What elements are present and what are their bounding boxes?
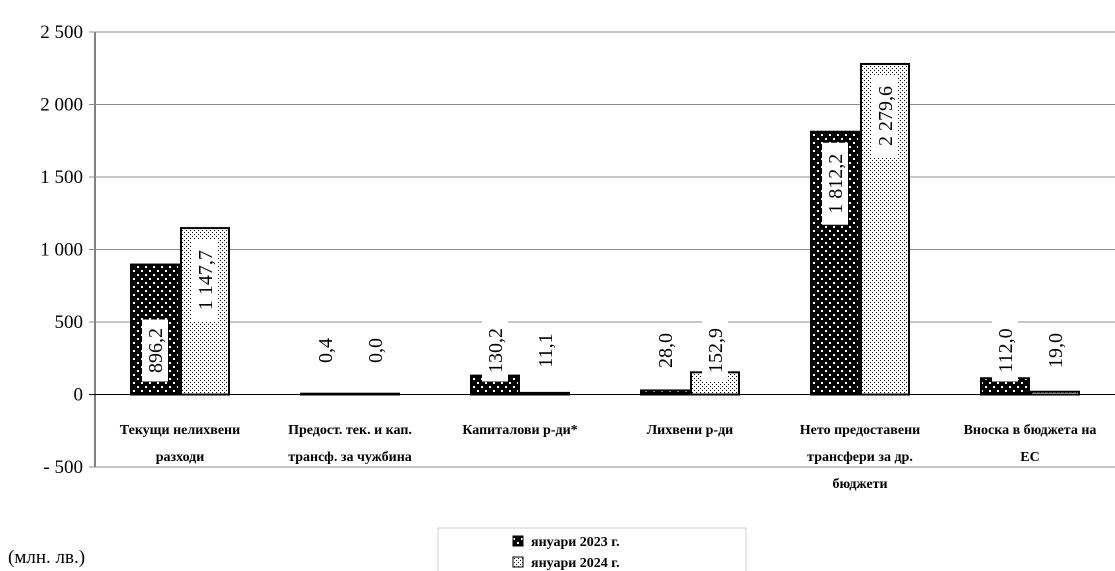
bar-2024 xyxy=(520,391,570,396)
legend-label-2024: януари 2024 г. xyxy=(531,556,620,571)
data-label-group: 11,1 xyxy=(532,324,558,377)
category-label: разходи xyxy=(156,450,205,465)
data-label-bg xyxy=(142,319,168,382)
data-label-group: 19,0 xyxy=(1042,324,1068,377)
bar-2024 xyxy=(1030,390,1080,396)
category-label: Предост. тек. и кап. xyxy=(288,423,412,438)
y-tick-label: 500 xyxy=(55,312,84,333)
data-label-bg xyxy=(652,324,678,377)
data-label-group: 896,2 xyxy=(142,319,168,382)
category-label: Нето предоставени xyxy=(800,423,920,438)
data-label-bg xyxy=(702,319,728,382)
legend: януари 2023 г. януари 2024 г. xyxy=(437,527,747,571)
data-label-bg xyxy=(482,319,508,382)
category-label: Капиталови р-ди* xyxy=(462,423,577,438)
data-label-bg xyxy=(872,74,898,157)
legend-label-2023: януари 2023 г. xyxy=(531,535,620,550)
data-label: 112,0 xyxy=(995,328,1017,372)
bar-2023 xyxy=(300,392,350,396)
category-label: трансфери за др. xyxy=(807,450,913,465)
unit-label: (млн. лв.) xyxy=(8,547,85,568)
data-label-group: 1 147,7 xyxy=(192,239,218,322)
data-label-group: 130,2 xyxy=(482,319,508,382)
y-tick-label: - 500 xyxy=(43,457,83,478)
bar-2023 xyxy=(640,389,690,396)
y-tick-label: 1 000 xyxy=(40,240,83,261)
data-label-group: 28,0 xyxy=(652,324,678,377)
data-label-bg xyxy=(362,329,388,372)
data-label-bg xyxy=(312,329,338,372)
y-tick-label: 0 xyxy=(74,385,84,406)
data-label-bg xyxy=(532,324,558,377)
data-label-group: 0,4 xyxy=(312,329,338,372)
y-tick-label: 2 500 xyxy=(40,22,83,43)
data-label: 2 279,6 xyxy=(875,86,897,146)
legend-box xyxy=(437,527,747,571)
data-label-group: 1 812,2 xyxy=(822,142,848,225)
data-label: 19,0 xyxy=(1045,333,1067,368)
category-label: бюджети xyxy=(832,477,887,492)
data-label-group: 0,0 xyxy=(362,329,388,372)
data-label-bg xyxy=(822,142,848,225)
legend-swatch-2024 xyxy=(512,556,524,568)
data-label: 130,2 xyxy=(485,328,507,373)
category-label: Текущи нелихвени xyxy=(120,423,240,438)
data-label-group: 152,9 xyxy=(702,319,728,382)
y-tick-label: 2 000 xyxy=(40,95,83,116)
bar-2024 xyxy=(350,392,400,396)
category-label: Лихвени р-ди xyxy=(647,423,734,438)
category-label: трансф. за чужбина xyxy=(288,450,412,465)
legend-swatch-2023 xyxy=(512,535,524,547)
data-label: 0,4 xyxy=(315,338,337,363)
data-label: 11,1 xyxy=(535,333,557,367)
data-label: 1 812,2 xyxy=(825,154,847,214)
data-label: 0,0 xyxy=(365,338,387,363)
data-label-bg xyxy=(1042,324,1068,377)
data-label-bg xyxy=(192,239,218,322)
data-label: 152,9 xyxy=(705,328,727,373)
y-tick-label: 1 500 xyxy=(40,167,83,188)
data-label: 28,0 xyxy=(655,333,677,368)
data-label: 1 147,7 xyxy=(195,250,217,310)
category-label: ЕС xyxy=(1020,450,1039,465)
data-label-group: 112,0 xyxy=(992,319,1018,382)
data-label-bg xyxy=(992,319,1018,382)
data-label: 896,2 xyxy=(145,328,167,373)
category-label: Вноска в бюджета на xyxy=(964,423,1097,438)
data-label-group: 2 279,6 xyxy=(872,74,898,157)
